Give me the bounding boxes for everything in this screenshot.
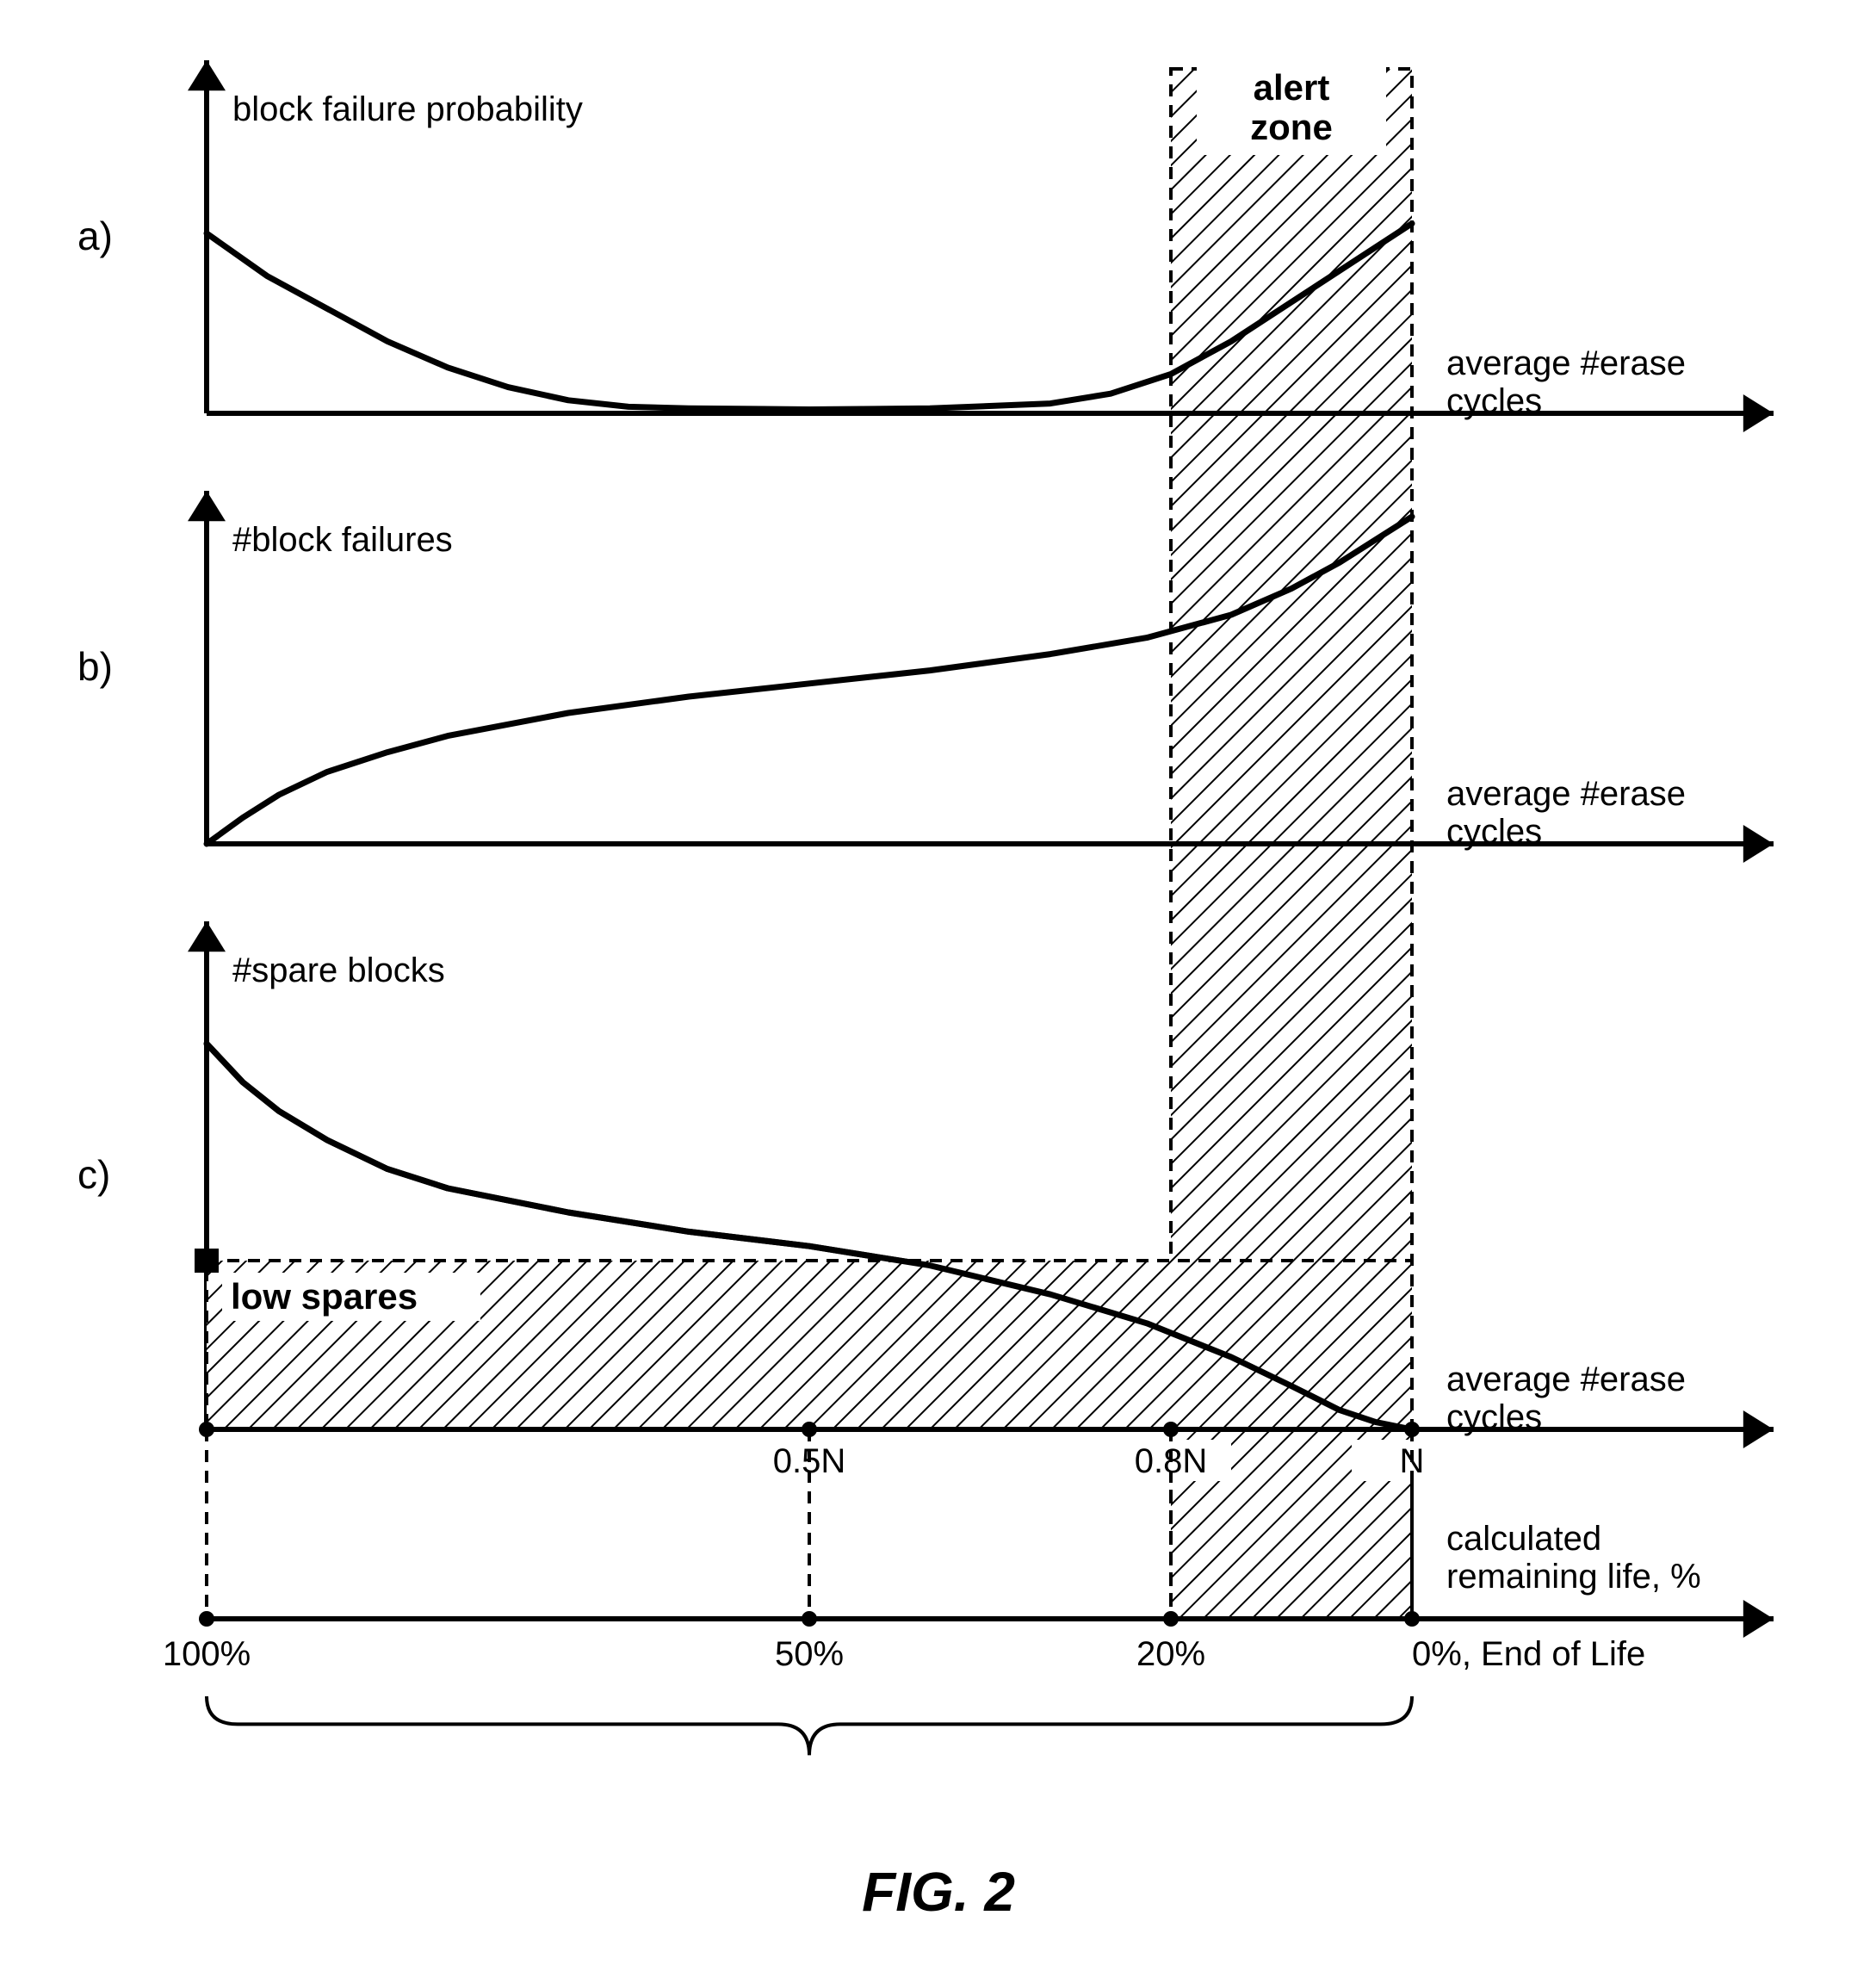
figure-svg: a) block failure probability average #eras… (34, 34, 1842, 1843)
arrowhead (188, 491, 226, 521)
figure-caption: FIG. 2 (34, 1860, 1842, 1924)
arrowhead (188, 921, 226, 951)
x-label: average #erasecycles (1446, 1360, 1686, 1436)
low-spares-label: low spares (231, 1276, 418, 1317)
arrowhead (1743, 394, 1774, 432)
y-label: block failure probability (232, 90, 583, 128)
tick-label-bot: 100% (163, 1635, 251, 1673)
alert-zone-label: alertzone (1250, 67, 1333, 147)
x-label: average #erasecycles (1446, 344, 1686, 420)
tick-label-bot: 50% (775, 1635, 844, 1673)
brace (207, 1696, 1412, 1755)
panel-letter: b) (77, 644, 113, 689)
panel-letter: a) (77, 214, 113, 258)
panel-letter: c) (77, 1152, 110, 1197)
y-label: #block failures (232, 521, 453, 559)
arrowhead (188, 60, 226, 90)
low-spares-marker (195, 1249, 219, 1273)
x-label: average #erasecycles (1446, 775, 1686, 851)
arrowhead (1743, 1600, 1774, 1638)
arrowhead (1743, 825, 1774, 863)
tick-label-bot: 0%, End of Life (1412, 1635, 1645, 1673)
figure-2: a) block failure probability average #eras… (34, 34, 1842, 1929)
y-label: #spare blocks (232, 951, 445, 989)
tick-label-bot: 20% (1136, 1635, 1205, 1673)
life-axis-label: calculatedremaining life, % (1446, 1520, 1701, 1596)
